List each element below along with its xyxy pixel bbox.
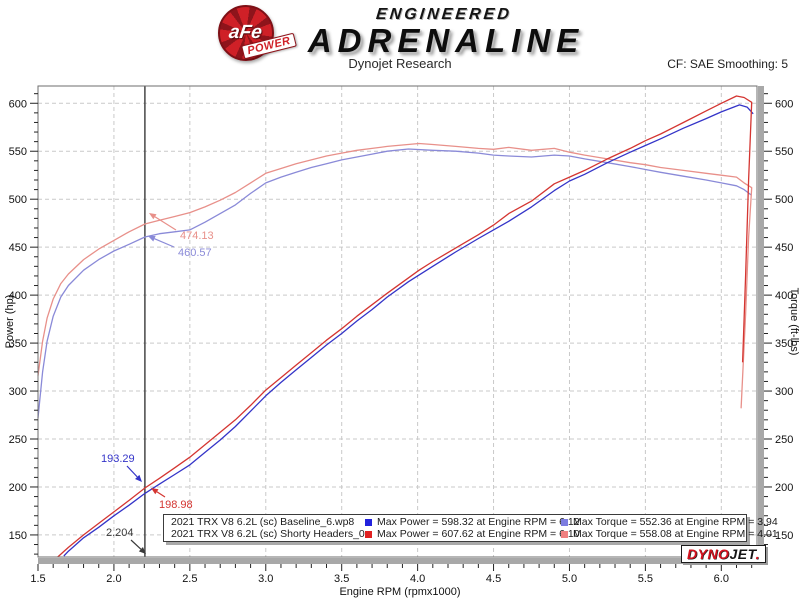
grid-lines [38,86,757,557]
svg-text:6.0: 6.0 [714,573,729,585]
series-curves [37,95,754,558]
svg-text:1.5: 1.5 [30,573,45,585]
svg-text:5.5: 5.5 [638,573,653,585]
annotations: 474.13 460.57 193.29 198.98 2.204 [101,213,214,554]
brand-header: aFe POWER ENGINEERED ADRENALINE [0,4,800,61]
tick-labels: 1.5 2.0 2.5 3.0 3.5 4.0 4.5 5.0 5.5 6.0 150 150 200 2… [9,98,794,585]
svg-text:300: 300 [9,386,27,398]
dynojet-logo-red: DYNO [687,546,730,562]
power-swatch-baseline [365,518,372,526]
annotation-label: 460.57 [178,247,212,259]
svg-text:300: 300 [775,386,793,398]
legend-max-torque-headers: Max Torque = 558.08 at Engine RPM = 4.01 [561,528,778,540]
svg-text:450: 450 [775,242,793,254]
ticks [30,93,772,571]
svg-text:3.5: 3.5 [334,573,349,585]
torque-swatch-headers [561,530,568,538]
torque-swatch-baseline [561,518,568,526]
legend-max-power-text: Max Power = 607.62 at Engine RPM = 6.10 [377,528,580,540]
svg-text:4.5: 4.5 [486,573,501,585]
curve-baseline_power [63,104,754,557]
power-swatch-headers [365,530,372,538]
svg-text:2.0: 2.0 [106,573,121,585]
annotation-label: 474.13 [180,230,214,242]
svg-text:600: 600 [9,98,27,110]
svg-text:250: 250 [9,434,27,446]
svg-text:400: 400 [9,290,27,302]
svg-text:150: 150 [775,530,793,542]
dynojet-logo-black: JET [729,546,756,562]
annotation-label: 193.29 [101,453,135,465]
svg-text:600: 600 [775,98,793,110]
brand-title-block: ENGINEERED ADRENALINE [308,4,584,57]
svg-text:200: 200 [9,482,27,494]
svg-text:500: 500 [775,194,793,206]
legend-max-torque-text: Max Torque = 558.08 at Engine RPM = 4.01 [573,528,778,540]
annotation-label: 198.98 [159,499,193,511]
legend-max-torque-baseline: Max Torque = 552.36 at Engine RPM = 3.94 [561,516,778,528]
legend-max-power-headers: Max Power = 607.62 at Engine RPM = 6.10 [365,528,580,540]
legend-max-power-baseline: Max Power = 598.32 at Engine RPM = 6.12 [365,516,580,528]
legend-box: 2021 TRX V8 6.2L (sc) Baseline_6.wp8 Max… [163,514,778,542]
svg-text:3.0: 3.0 [258,573,273,585]
legend-run-name: 2021 TRX V8 6.2L (sc) Shorty Headers_0.w… [171,528,365,540]
dynojet-research-subtitle: Dynojet Research [348,56,452,71]
svg-text:450: 450 [9,242,27,254]
adrenaline-title: ADRENALINE [307,22,585,59]
legend-max-torque-text: Max Torque = 552.36 at Engine RPM = 3.94 [573,516,778,528]
legend-row-headers: 2021 TRX V8 6.2L (sc) Shorty Headers_0.w… [164,528,778,540]
svg-text:5.0: 5.0 [562,573,577,585]
annotation-label: 2.204 [106,527,134,539]
right-axis-title: Torque (ft-lbs) [788,288,800,356]
legend-run-name: 2021 TRX V8 6.2L (sc) Baseline_6.wp8 [171,516,355,528]
svg-text:4.0: 4.0 [410,573,425,585]
axes [37,85,764,564]
curve-headers_power [57,95,753,558]
dynojet-logo: DYNOJET. [681,545,766,563]
afe-power-logo: aFe POWER [216,4,297,61]
svg-text:550: 550 [9,146,27,158]
legend-row-baseline: 2021 TRX V8 6.2L (sc) Baseline_6.wp8 Max… [164,516,778,528]
svg-text:350: 350 [9,338,27,350]
dynojet-logo-dot: . [755,546,760,562]
axis-titles: Engine RPM (rpmx1000) Power (hp) Torque (f… [4,288,800,598]
svg-text:400: 400 [775,290,793,302]
svg-text:550: 550 [775,146,793,158]
legend-max-power-text: Max Power = 598.32 at Engine RPM = 6.12 [377,516,580,528]
svg-text:200: 200 [775,482,793,494]
curve-baseline_torque [37,148,753,418]
svg-text:500: 500 [9,194,27,206]
svg-text:350: 350 [775,338,793,350]
curve-headers_torque [37,142,753,409]
left-axis-title: Power (hp) [4,295,16,349]
cf-smoothing-label: CF: SAE Smoothing: 5 [667,57,788,71]
svg-text:150: 150 [9,530,27,542]
svg-text:2.5: 2.5 [182,573,197,585]
svg-text:250: 250 [775,434,793,446]
x-axis-title: Engine RPM (rpmx1000) [339,586,460,598]
